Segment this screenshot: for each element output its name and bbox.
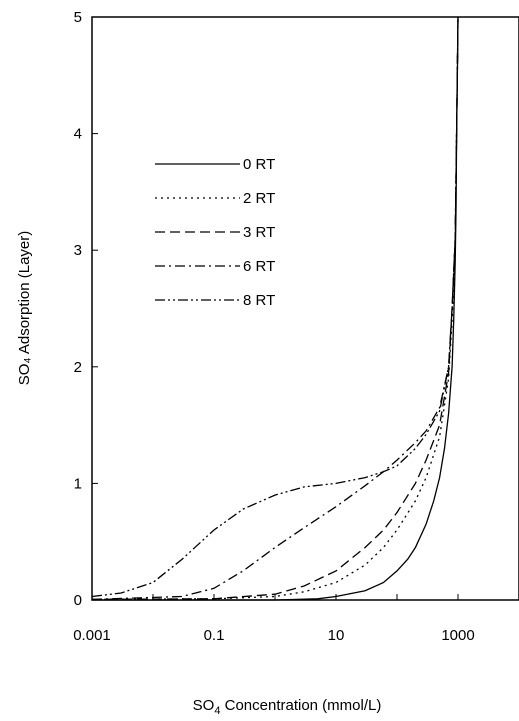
y-tick-label: 0 [74,592,82,609]
legend: 0 RT 2 RT 3 RT 6 RT 8 RT [155,156,275,309]
x-tick-label: 1000 [441,627,474,644]
x-axis-title-main: SO [193,697,215,714]
plot-area-frame [91,16,519,601]
x-axis-title-rest: Concentration (mmol/L) [220,697,381,714]
legend-label: 3 RT [243,224,275,241]
x-tick-label: 10 [328,627,345,644]
series-layer [91,16,459,601]
legend-label: 8 RT [243,292,275,309]
x-tick-label: 0.1 [204,627,225,644]
y-tick-label: 1 [74,475,82,492]
legend-label: 6 RT [243,258,275,275]
y-tick-label: 3 [74,242,82,259]
x-axis-title-subscript: 4 [214,705,220,717]
series-line-3-rt [91,16,459,601]
y-tick-label: 5 [74,9,82,26]
x-tick-label: 0.001 [73,627,111,644]
legend-label: 2 RT [243,190,275,207]
y-tick-label: 2 [74,359,82,376]
y-tick-label: 4 [74,126,82,143]
x-axis: 0.001 0.1 10 1000 [73,594,519,644]
y-axis-title: SO₄ Adsorption (Layer) [16,231,33,386]
y-axis: 0 1 2 3 4 5 [74,9,98,609]
legend-label: 0 RT [243,156,275,173]
x-axis-title: SO4 Concentration (mmol/L) [193,697,382,717]
